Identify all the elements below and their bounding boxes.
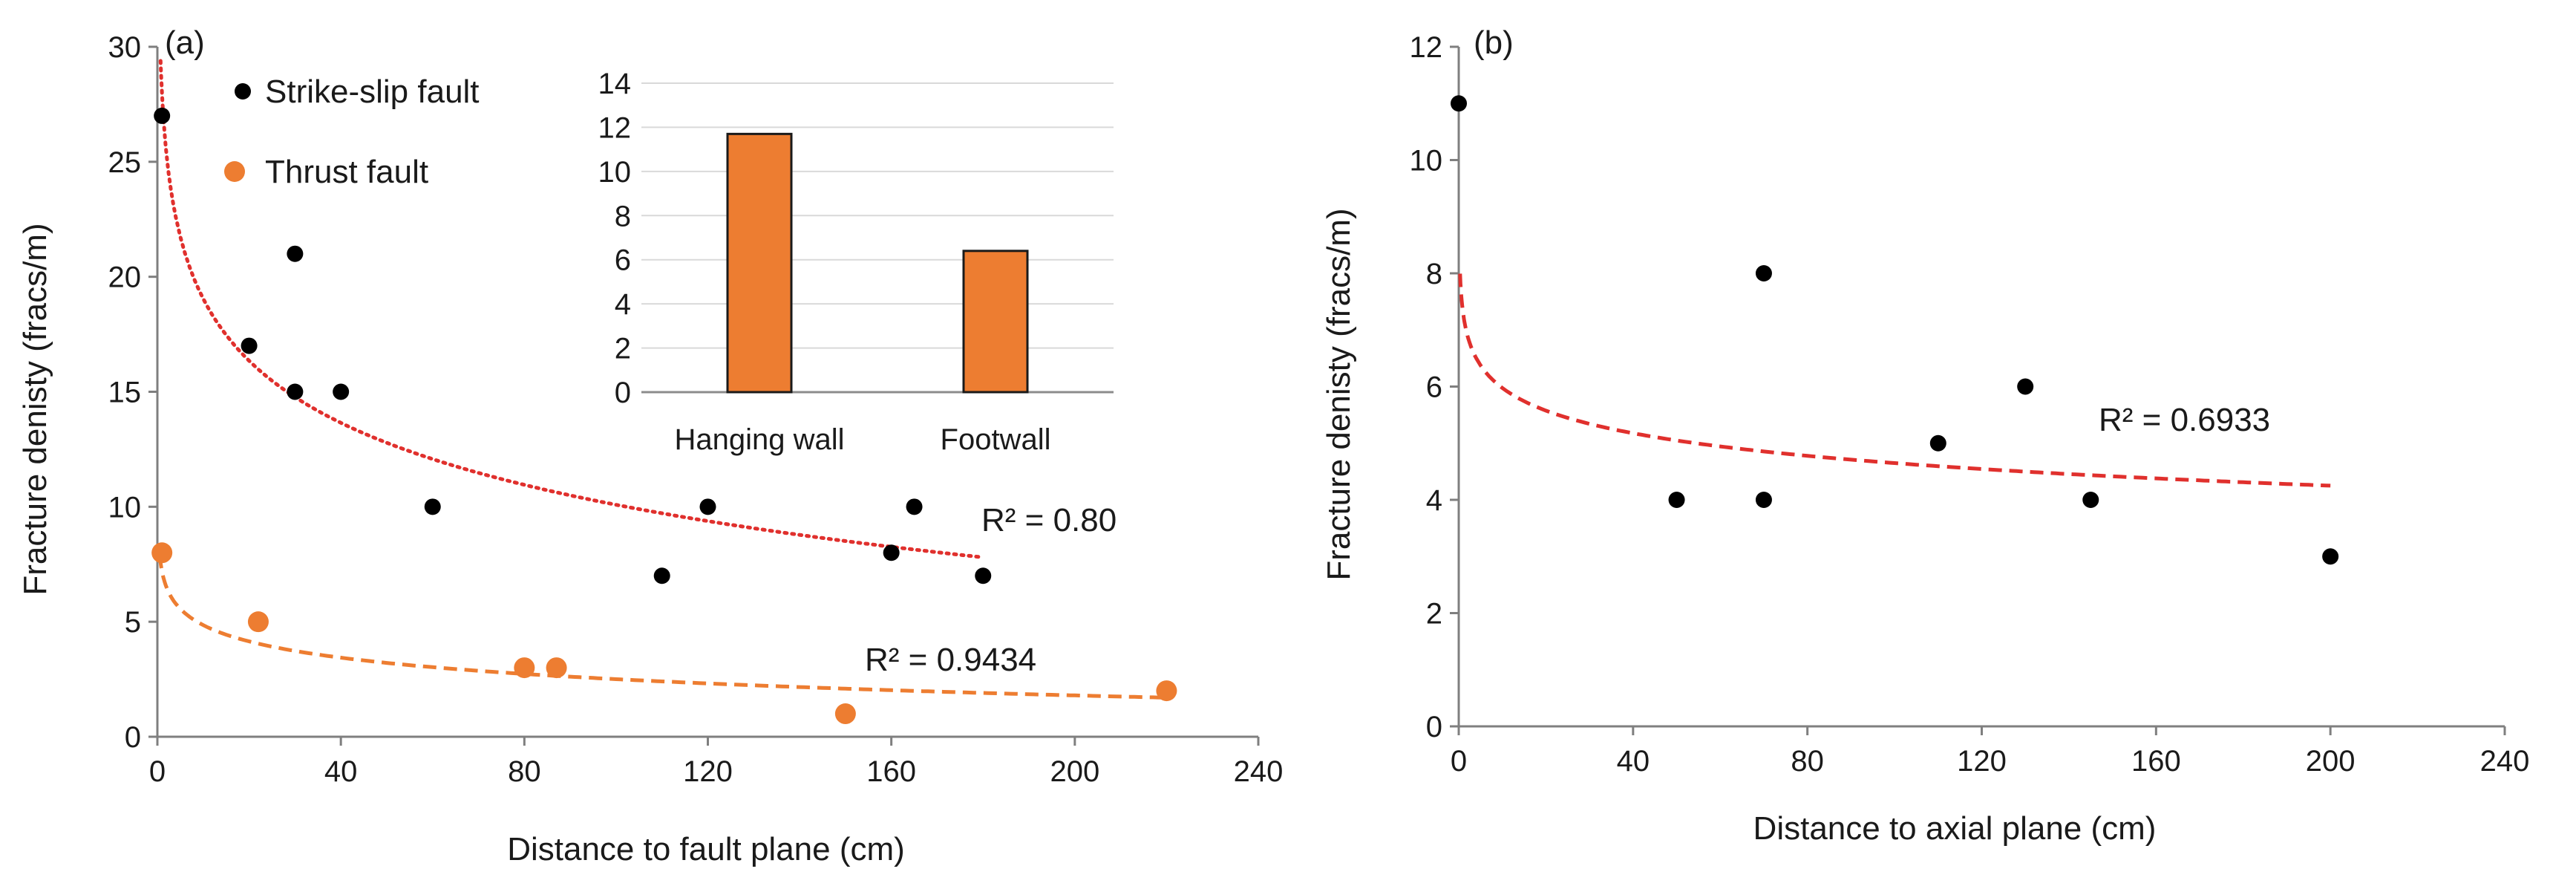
panel-b-x-axis-title: Distance to axial plane (cm): [1753, 810, 2157, 847]
legend-marker-strike-slip: [235, 83, 251, 100]
thrust-point: [546, 657, 567, 679]
data-point: [2017, 378, 2034, 395]
b-trendline-0: [1458, 273, 2331, 488]
b-y-tick-label: 2: [1426, 598, 1442, 631]
a-y-tick-label: 15: [108, 377, 142, 409]
thrust-point: [1156, 680, 1177, 702]
a-y-tick-label: 30: [108, 31, 142, 64]
data-point: [1451, 95, 1467, 112]
strike-slip-point: [975, 567, 992, 584]
strike-slip-point: [287, 383, 304, 400]
data-point: [1755, 492, 1772, 508]
data-point: [2322, 548, 2339, 565]
legend-label-strike-slip: Strike-slip fault: [265, 74, 480, 110]
panel-b-x-ticks: 0 40 80 120 160 200 240: [1451, 726, 2530, 778]
strike-slip-point: [653, 567, 670, 584]
a-x-tick-label: 200: [1050, 755, 1099, 788]
a-y-tick-label: 10: [108, 491, 142, 524]
inset-y-tick-label: 12: [598, 111, 632, 144]
panel-b-trendlines: [1458, 273, 2331, 488]
r2-axial: R² = 0.6933: [2099, 402, 2270, 438]
thrust-point: [514, 657, 535, 679]
inset-y-tick-label: 0: [615, 377, 631, 409]
b-y-tick-label: 12: [1410, 31, 1443, 64]
a-x-tick-label: 40: [324, 755, 358, 788]
b-x-tick-label: 200: [2306, 745, 2356, 778]
inset-x-tick-label: Hanging wall: [674, 423, 844, 456]
a-x-tick-label: 120: [683, 755, 733, 788]
inset-y-tick-label: 2: [615, 333, 631, 365]
panel-a-y-ticks: 0 5 10 15 20 25 30: [108, 31, 157, 754]
panel-b-label: (b): [1474, 25, 1514, 61]
panel-b-points: [1451, 95, 2339, 565]
strike-slip-point: [154, 107, 171, 124]
strike-slip-point: [906, 498, 923, 515]
panel-a-label: (a): [165, 25, 205, 61]
a-y-tick-label: 0: [125, 721, 141, 754]
b-y-tick-label: 6: [1426, 371, 1442, 404]
b-x-tick-label: 120: [1957, 745, 2007, 778]
legend-label-thrust: Thrust fault: [265, 154, 428, 190]
data-point: [2082, 492, 2099, 508]
a-x-tick-label: 240: [1234, 755, 1284, 788]
b-x-tick-label: 80: [1791, 745, 1824, 778]
strike-slip-point: [333, 383, 350, 400]
panel-b-y-axis-title: Fracture denisty (fracs/m): [1321, 208, 1357, 580]
b-y-tick-label: 4: [1426, 484, 1442, 517]
inset-y-tick-label: 6: [615, 244, 631, 277]
strike-slip-point: [287, 245, 304, 262]
panel-b-chart: 0 2 4 6 8 10 12 0 40 80 120 160 200 240 (b) Distance…: [1321, 25, 2529, 847]
b-y-tick-label: 10: [1410, 145, 1443, 178]
a-x-tick-label: 80: [508, 755, 541, 788]
a-x-tick-label: 160: [866, 755, 916, 788]
inset-x-tick-label: Footwall: [941, 423, 1051, 456]
panel-a-points: [151, 107, 1177, 725]
legend-marker-thrust: [224, 161, 245, 182]
strike-slip-point: [883, 544, 900, 561]
inset-bar-footwall: [962, 250, 1029, 394]
a-y-tick-label: 25: [108, 146, 142, 179]
b-x-tick-label: 240: [2480, 745, 2530, 778]
a-y-tick-label: 20: [108, 261, 142, 294]
r2-strike-slip: R² = 0.80: [981, 502, 1117, 538]
inset-y-tick-label: 4: [615, 288, 631, 321]
thrust-point: [247, 611, 269, 633]
inset-y-tick-label: 14: [598, 68, 632, 100]
b-y-tick-label: 8: [1426, 258, 1442, 290]
a-x-tick-label: 0: [149, 755, 166, 788]
thrust-point: [151, 542, 173, 564]
inset-y-tick-label: 8: [615, 200, 631, 232]
a-trendline-0: [158, 59, 985, 559]
b-x-tick-label: 160: [2131, 745, 2181, 778]
panel-b-y-ticks: 0 2 4 6 8 10 12: [1410, 31, 1459, 743]
b-y-tick-label: 0: [1426, 711, 1442, 743]
r2-thrust: R² = 0.9434: [865, 642, 1036, 678]
panel-a-trendlines: [157, 59, 1167, 700]
b-x-tick-label: 40: [1617, 745, 1650, 778]
panel-a-x-ticks: 0 40 80 120 160 200 240: [149, 737, 1284, 788]
panel-a-y-axis-title: Fracture denisty (fracs/m): [17, 223, 53, 595]
thrust-point: [834, 703, 856, 725]
strike-slip-point: [424, 498, 441, 515]
strike-slip-point: [241, 337, 258, 354]
inset-bar-chart: 0 2 4 6 8 10 12 14 Hanging wall Footwall: [598, 68, 1114, 456]
b-x-tick-label: 0: [1451, 745, 1467, 778]
data-point: [1929, 434, 1946, 452]
strike-slip-point: [699, 498, 716, 515]
panel-a-x-axis-title: Distance to fault plane (cm): [507, 831, 905, 867]
inset-bar-hanging-wall: [726, 132, 793, 394]
data-point: [1755, 265, 1772, 281]
a-y-tick-label: 5: [125, 606, 141, 639]
inset-y-tick-label: 10: [598, 156, 632, 189]
panel-b-axes: [1457, 47, 2505, 728]
data-point: [1668, 492, 1685, 508]
a-trendline-1: [157, 554, 1167, 700]
